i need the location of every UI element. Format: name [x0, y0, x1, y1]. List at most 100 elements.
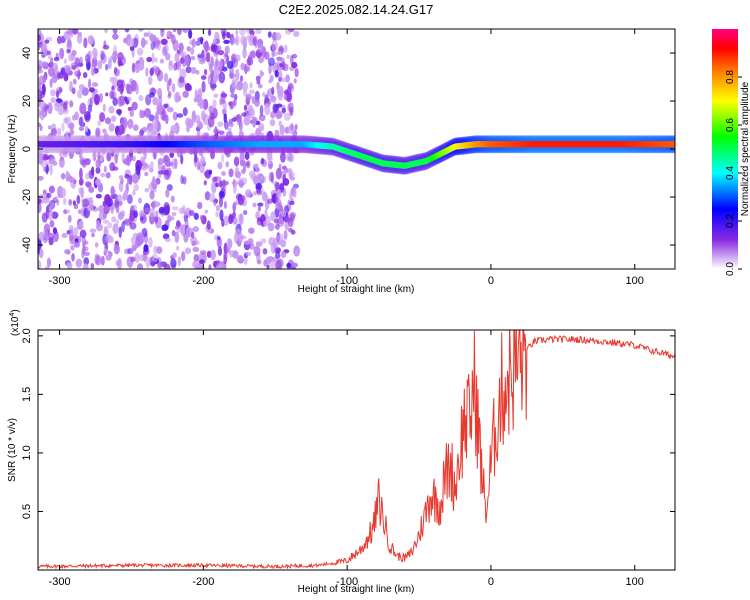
heatmap-noise-cell	[53, 56, 60, 62]
heatmap-noise-cell	[114, 153, 118, 164]
heatmap-noise-cell	[71, 49, 77, 56]
heatmap-noise-cell	[234, 166, 240, 178]
heatmap-noise-cell	[263, 259, 268, 267]
heatmap-noise-cell	[104, 117, 112, 125]
heatmap-noise-cell	[163, 263, 171, 269]
heatmap-noise-cell	[77, 209, 82, 215]
heatmap-noise-cell	[157, 170, 164, 175]
heatmap-noise-cell	[209, 112, 215, 120]
heatmap-noise-cell	[286, 54, 290, 60]
heatmap-noise-cell	[76, 222, 84, 231]
heatmap-noise-cell	[38, 89, 43, 101]
heatmap-noise-cell	[120, 178, 124, 185]
heatmap-noise-cell	[112, 97, 118, 106]
heatmap-noise-cell	[116, 194, 123, 204]
heatmap-noise-cell	[111, 85, 115, 91]
heatmap-noise-cell	[61, 122, 65, 132]
heatmap-noise-cell	[38, 122, 42, 127]
heatmap-noise-cell	[63, 72, 69, 82]
snr-y-tick-label: 0.5	[21, 504, 33, 519]
heatmap-noise-cell	[246, 160, 251, 169]
heatmap-noise-cell	[144, 187, 150, 193]
heatmap-noise-cell	[178, 42, 184, 53]
heatmap-noise-cell	[259, 104, 264, 117]
heatmap-noise-cell	[210, 69, 214, 81]
heatmap-noise-cell	[117, 211, 124, 221]
heatmap-noise-cell	[173, 62, 178, 71]
heatmap-noise-cell	[256, 189, 263, 196]
heatmap-noise-cell	[228, 118, 233, 125]
heatmap-noise-cell	[276, 188, 282, 199]
heatmap-noise-cell	[215, 75, 219, 82]
heatmap-noise-cell	[79, 167, 83, 180]
heatmap-noise-cell	[276, 103, 283, 108]
heatmap-noise-cell	[197, 120, 203, 129]
heatmap-noise-cell	[271, 86, 275, 95]
colorbar: 0.0 0.2 0.4 0.6 0.8 Normalized spectral ampl…	[712, 29, 750, 276]
heatmap-noise-cell	[46, 192, 52, 199]
heatmap-noise-cell	[90, 68, 96, 76]
heatmap-noise-cell	[172, 111, 178, 121]
heatmap-noise-cell	[38, 260, 42, 269]
heatmap-noise-cell	[260, 126, 265, 132]
heatmap-noise-cell	[97, 60, 103, 70]
heatmap-noise-cell	[132, 37, 139, 48]
heatmap-noise-cell	[62, 108, 69, 115]
heatmap-noise-cell	[124, 29, 130, 33]
heatmap-noise-cell	[233, 180, 238, 188]
heatmap-noise-cell	[276, 85, 284, 97]
heatmap-noise-cell	[238, 179, 244, 189]
heatmap-noise-cell	[251, 96, 256, 105]
heatmap-noise-cell	[243, 240, 251, 245]
heatmap-noise-cell	[103, 165, 107, 173]
heatmap-noise-cell	[105, 254, 112, 261]
heatmap-noise-cell	[143, 244, 149, 253]
heatmap-noise-cell	[276, 50, 282, 55]
heatmap-noise-cell	[290, 123, 294, 131]
heatmap-noise-cell	[104, 29, 108, 34]
heatmap-noise-cell	[287, 29, 295, 33]
heatmap-noise-cell	[229, 213, 234, 220]
heatmap-noise-cell	[271, 39, 279, 52]
heatmap-noise-cell	[231, 117, 237, 122]
heatmap-noise-cell	[96, 223, 103, 232]
heatmap-noise-cell	[38, 29, 42, 36]
spectrogram-y-ticks: -40 -20 0 20 40	[21, 47, 675, 253]
heatmap-noise-cell	[152, 97, 159, 106]
snr-y-tick-label: 2.0	[21, 328, 33, 343]
heatmap-noise-cell	[243, 210, 248, 216]
snr-x-label: Height of straight line (km)	[298, 584, 415, 595]
heatmap-noise-cell	[268, 236, 276, 246]
heatmap-noise-cell	[294, 67, 299, 78]
heatmap-noise-cell	[91, 166, 95, 176]
colorbar-tick-label: 0.2	[725, 214, 736, 228]
heatmap-noise-cell	[102, 44, 110, 50]
heatmap-noise-cell	[135, 165, 141, 176]
heatmap-noise-cell	[274, 182, 280, 192]
heatmap-noise-cell	[127, 37, 135, 48]
heatmap-noise-cell	[262, 248, 268, 255]
heatmap-noise-cell	[232, 250, 239, 259]
heatmap-noise-cell	[50, 89, 56, 97]
heatmap-noise-cell	[148, 91, 155, 98]
heatmap-noise-cell	[293, 30, 300, 37]
heatmap-noise-cell	[91, 232, 95, 238]
snr-x-tick-label: -200	[192, 576, 214, 588]
heatmap-noise-cell	[88, 78, 92, 90]
heatmap-noise-cell	[210, 44, 217, 53]
spectrogram-x-label: Height of straight line (km)	[298, 284, 415, 295]
heatmap-noise-cell	[220, 92, 228, 98]
heatmap-noise-cell	[255, 163, 259, 173]
heatmap-noise-cell	[126, 194, 133, 205]
heatmap-noise-cell	[136, 47, 144, 56]
heatmap-noise-cell	[127, 118, 134, 130]
heatmap-noise-cell	[164, 237, 172, 243]
heatmap-noise-cell	[157, 158, 164, 166]
heatmap-noise-cell	[182, 176, 187, 185]
heatmap-noise-cell	[274, 223, 280, 230]
heatmap-noise-cell	[68, 199, 73, 206]
heatmap-noise-cell	[226, 60, 234, 69]
heatmap-noise-cell	[176, 60, 182, 71]
heatmap-noise-cell	[127, 96, 132, 102]
